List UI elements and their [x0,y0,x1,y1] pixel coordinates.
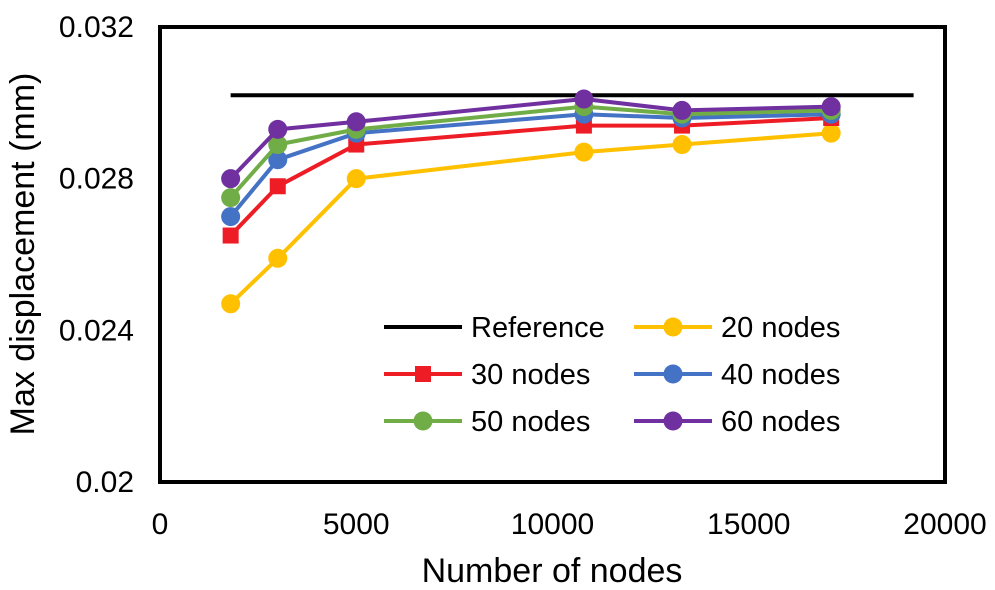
x-tick-label: 0 [152,508,169,541]
x-axis-title: Number of nodes [422,552,683,590]
legend-item-20-nodes: 20 nodes [634,312,840,344]
x-tick-label: 10000 [511,508,594,541]
data-point [222,227,239,244]
series-60-nodes [221,89,841,189]
data-point [821,97,841,117]
series-line-40-nodes [229,112,832,218]
legend-item-30-nodes: 30 nodes [384,359,590,391]
legend-label: 60 nodes [721,406,840,438]
data-point [574,89,594,109]
data-point [672,100,692,120]
series-line-60-nodes [229,97,832,181]
data-point [221,294,241,314]
data-point [821,123,841,143]
series-20-nodes [221,123,841,314]
data-point [574,142,594,162]
legend-label: 30 nodes [471,359,590,391]
legend-item-50-nodes: 50 nodes [384,406,590,438]
y-tick-label: 0.02 [76,466,134,499]
data-point [221,169,241,189]
plot-layer [221,89,914,314]
legend-marker [663,317,683,337]
data-point [268,150,288,170]
plot-frame [158,25,947,484]
series-40-nodes [221,104,841,227]
data-point [221,207,241,227]
y-tick-label: 0.032 [59,11,134,44]
legend-marker [415,366,431,382]
series-line-30-nodes [229,116,832,237]
tick-layer: 0 5000 10000 15000 20000 0.02 0.024 0.028 0.032 [59,11,987,541]
data-point [672,135,692,155]
legend-item-40-nodes: 40 nodes [634,359,840,391]
data-point [268,119,288,139]
y-axis-title: Max displacement (mm) [4,73,42,436]
data-point [346,169,366,189]
y-tick-label: 0.028 [59,163,134,196]
data-point [268,135,288,155]
y-tick-label: 0.024 [59,314,134,347]
data-point [221,188,241,208]
series-line-20-nodes [229,131,832,306]
legend-label: Reference [471,312,605,344]
legend-label: 20 nodes [721,312,840,344]
legend-marker [663,364,683,384]
legend-item-Reference: Reference [384,312,605,344]
series-line-50-nodes [229,104,832,199]
legend-label: 50 nodes [471,406,590,438]
data-point [269,178,286,195]
legend-label: 40 nodes [721,359,840,391]
data-point [346,112,366,132]
legend-marker [413,411,433,431]
legend: Reference 20 nodes 30 nodes 40 nodes 50 node… [384,312,840,438]
legend-item-60-nodes: 60 nodes [634,406,840,438]
legend-marker [663,411,683,431]
x-tick-label: 20000 [903,508,986,541]
x-tick-label: 15000 [707,508,790,541]
data-point [268,248,288,268]
x-tick-label: 5000 [323,508,390,541]
